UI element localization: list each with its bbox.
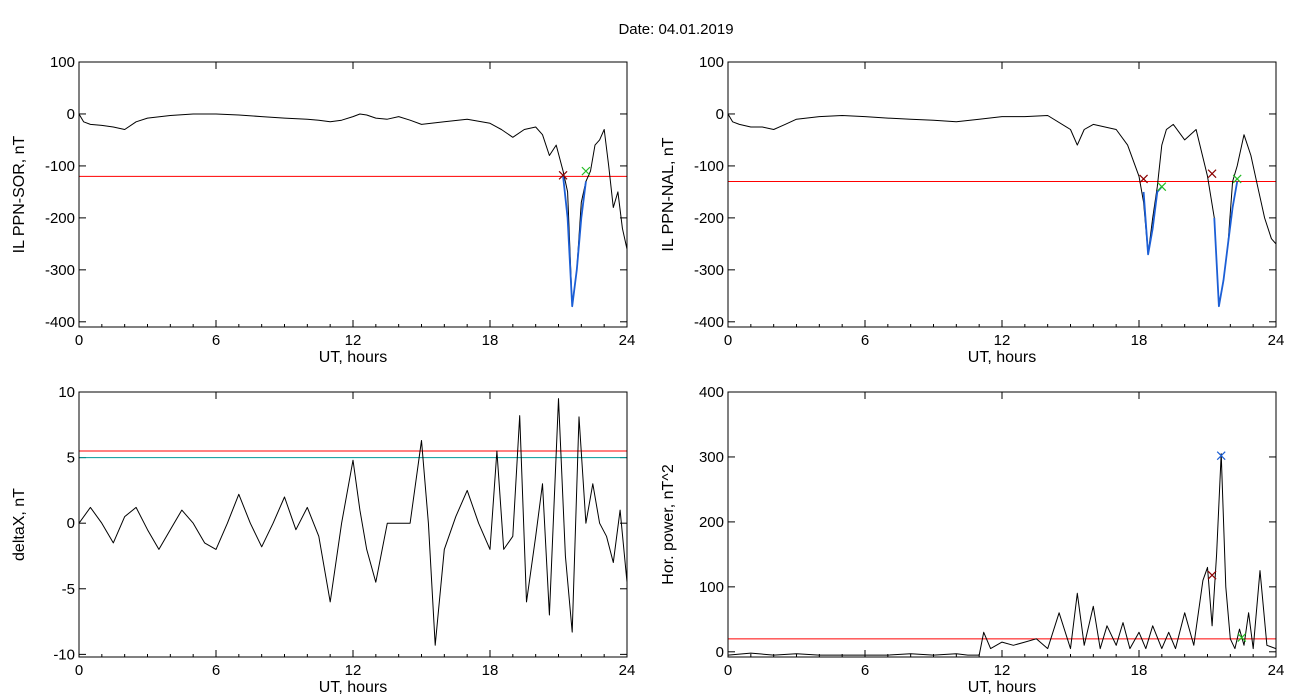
y-tick-label: 0 xyxy=(716,644,724,661)
x-tick-label: 24 xyxy=(1268,332,1285,349)
y-tick-label: 100 xyxy=(699,54,724,71)
x-tick-label: 24 xyxy=(619,332,636,349)
y-tick-label: -200 xyxy=(45,210,75,227)
y-tick-label: -400 xyxy=(694,314,724,331)
x-axis-label: UT, hours xyxy=(319,349,387,366)
x-axis-label: UT, hours xyxy=(968,349,1036,366)
highlight-series-line xyxy=(562,176,587,308)
series-group xyxy=(728,113,1276,308)
y-axis-label: deltaX, nT xyxy=(11,488,28,561)
chart-panel-2: 0 6 12 18 24 100 0 -100 -200 -300 -400 UT, hours IL … xyxy=(660,54,1284,366)
x-tick-label: 24 xyxy=(619,662,636,679)
y-axis-label: IL PPN-SOR, nT xyxy=(11,135,28,253)
plot-frame xyxy=(727,391,1277,658)
event-marker xyxy=(1139,174,1148,184)
event-marker xyxy=(1237,633,1247,642)
x-tick-label: 0 xyxy=(75,332,83,349)
plot-frame xyxy=(78,61,628,328)
x-tick-label: 12 xyxy=(994,332,1011,349)
chart-panel-1: 0 6 12 18 24 100 0 -100 -200 -300 -400 UT, hours IL … xyxy=(11,54,635,366)
event-marker xyxy=(1207,570,1217,580)
y-tick-label: -200 xyxy=(694,210,724,227)
y-tick-label: 100 xyxy=(699,579,724,596)
y-tick-label: 300 xyxy=(699,449,724,466)
x-axis-label: UT, hours xyxy=(968,679,1036,696)
y-axis-label: Hor. power, nT^2 xyxy=(660,464,677,585)
event-marker xyxy=(581,166,591,176)
x-tick-label: 18 xyxy=(482,332,499,349)
y-tick-label: -100 xyxy=(45,158,75,175)
event-marker xyxy=(1232,174,1242,184)
y-tick-label: -300 xyxy=(694,262,724,279)
plot-frame xyxy=(78,391,628,658)
event-marker xyxy=(1157,182,1167,192)
y-tick-label: -400 xyxy=(45,314,75,331)
x-tick-label: 0 xyxy=(75,662,83,679)
x-tick-label: 6 xyxy=(212,332,220,349)
x-tick-label: 6 xyxy=(861,332,869,349)
event-marker xyxy=(1216,451,1226,461)
x-tick-label: 12 xyxy=(345,332,362,349)
x-tick-label: 18 xyxy=(482,662,499,679)
event-marker xyxy=(558,170,568,180)
x-tick-label: 6 xyxy=(212,662,220,679)
highlight-series-line xyxy=(1213,181,1239,308)
y-tick-label: 0 xyxy=(716,106,724,123)
y-tick-label: -10 xyxy=(53,646,75,663)
figure-title: Date: 04.01.2019 xyxy=(618,21,733,38)
y-tick-label: 5 xyxy=(67,450,75,467)
x-tick-label: 12 xyxy=(345,662,362,679)
data-series-line xyxy=(728,113,1276,307)
y-tick-label: 0 xyxy=(67,106,75,123)
x-tick-label: 6 xyxy=(861,662,869,679)
x-tick-label: 24 xyxy=(1268,662,1285,679)
event-marker xyxy=(1207,169,1217,179)
x-tick-label: 0 xyxy=(724,332,732,349)
y-tick-label: -300 xyxy=(45,262,75,279)
x-tick-label: 12 xyxy=(994,662,1011,679)
y-tick-label: -100 xyxy=(694,158,724,175)
y-tick-label: 200 xyxy=(699,514,724,531)
data-series-line xyxy=(728,453,1276,656)
series-group xyxy=(728,453,1276,656)
y-axis-label: IL PPN-NAL, nT xyxy=(660,137,677,251)
y-tick-label: 10 xyxy=(58,384,75,401)
data-series-line xyxy=(79,398,627,646)
series-group xyxy=(79,398,627,646)
y-tick-label: 100 xyxy=(50,54,75,71)
chart-panel-4: 0 6 12 18 24 400 300 200 100 0 UT, hours Hor. power… xyxy=(660,384,1284,696)
data-series-line xyxy=(79,113,627,307)
x-axis-label: UT, hours xyxy=(319,679,387,696)
x-tick-label: 18 xyxy=(1131,662,1148,679)
series-group xyxy=(79,113,627,308)
chart-panel-3: 0 6 12 18 24 10 5 0 -5 -10 UT, hours deltaX, nT xyxy=(11,384,635,696)
x-tick-label: 0 xyxy=(724,662,732,679)
plot-frame xyxy=(727,61,1277,328)
y-tick-label: -5 xyxy=(62,581,75,598)
y-tick-label: 400 xyxy=(699,384,724,401)
x-tick-label: 18 xyxy=(1131,332,1148,349)
y-tick-label: 0 xyxy=(67,515,75,532)
